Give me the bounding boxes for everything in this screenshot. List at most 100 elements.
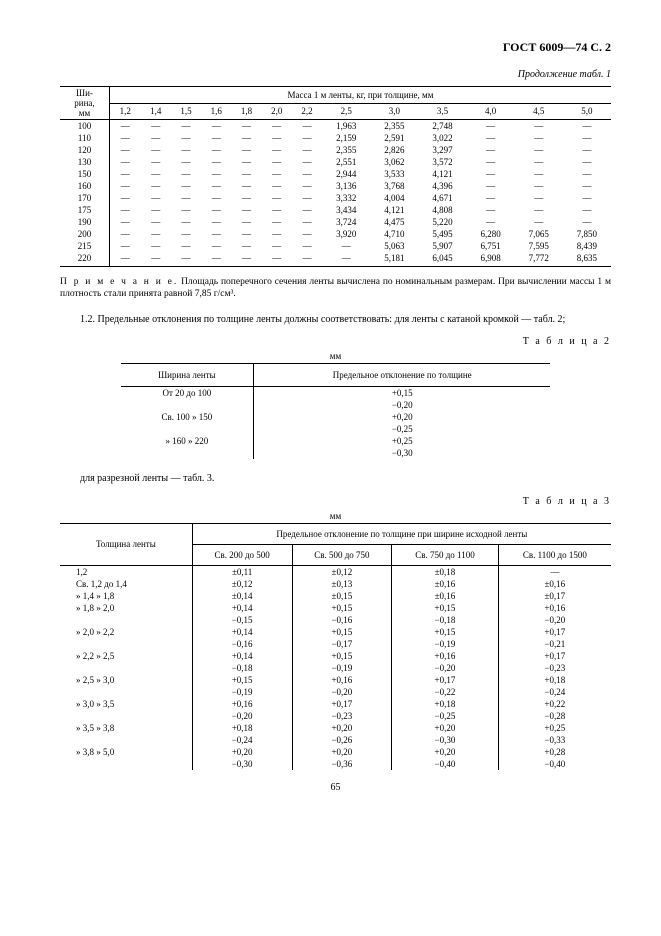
t1-cell: — (563, 156, 611, 168)
t1-cell: 3,533 (370, 168, 418, 180)
t1-cell: — (171, 132, 201, 144)
t1-thickness-header: 2,2 (292, 103, 322, 120)
t1-cell: — (467, 132, 515, 144)
t2-width-cell (121, 447, 254, 459)
t3-thickness-cell (60, 710, 192, 722)
t1-cell: 3,724 (322, 216, 370, 228)
t1-cell: — (262, 240, 292, 252)
t3-cell: −0,18 (192, 662, 292, 674)
t3-cell: +0,15 (392, 626, 498, 638)
t1-thickness-header: 1,8 (231, 103, 261, 120)
t1-cell: — (231, 132, 261, 144)
t1-cell: — (262, 120, 292, 133)
t1-thickness-header: 3,0 (370, 103, 418, 120)
t1-cell: — (109, 252, 140, 267)
t3-cell: +0,18 (498, 674, 611, 686)
t1-cell: — (171, 156, 201, 168)
t1-cell: 2,944 (322, 168, 370, 180)
t1-cell: — (231, 168, 261, 180)
t1-cell: — (201, 216, 231, 228)
t1-cell: 7,772 (515, 252, 563, 267)
t1-cell: — (515, 156, 563, 168)
t1-cell: — (292, 168, 322, 180)
t1-cell: 3,062 (370, 156, 418, 168)
t1-cell: — (109, 168, 140, 180)
t1-cell: 5,220 (418, 216, 466, 228)
t3-thickness-cell: » 1,4 » 1,8 (60, 590, 192, 602)
t1-cell: — (171, 216, 201, 228)
t1-cell: — (141, 204, 171, 216)
t1-cell: — (141, 156, 171, 168)
t1-cell: — (563, 192, 611, 204)
t3-cell: +0,17 (498, 650, 611, 662)
t1-width-cell: 215 (60, 240, 109, 252)
t1-cell: 2,591 (370, 132, 418, 144)
t3-cell: +0,15 (292, 626, 392, 638)
t3-cell: +0,22 (498, 698, 611, 710)
t1-cell: — (467, 156, 515, 168)
t1-cell: — (515, 204, 563, 216)
t1-cell: — (563, 180, 611, 192)
t1-width-cell: 170 (60, 192, 109, 204)
t1-cell: — (563, 204, 611, 216)
t1-cell: 3,022 (418, 132, 466, 144)
t1-cell: — (262, 204, 292, 216)
t1-cell: — (109, 132, 140, 144)
t1-cell: — (292, 228, 322, 240)
t1-cell: — (109, 120, 140, 133)
t3-thickness-cell: » 3,8 » 5,0 (60, 746, 192, 758)
t1-width-cell: 120 (60, 144, 109, 156)
t1-cell: — (231, 228, 261, 240)
table-2: Ширина ленты Предельное отклонение по то… (121, 363, 551, 459)
t3-cell: −0,16 (192, 638, 292, 650)
t3-cell: −0,28 (498, 710, 611, 722)
t1-cell: — (109, 144, 140, 156)
t1-cell: — (141, 240, 171, 252)
t1-cell: — (262, 192, 292, 204)
t3-sub-header: Св. 1100 до 1500 (498, 544, 611, 565)
table-1: Ши- рина, мм Масса 1 м ленты, кг, при то… (60, 86, 611, 267)
t1-cell: — (201, 120, 231, 133)
t3-cell: −0,20 (392, 662, 498, 674)
t1-cell: — (141, 132, 171, 144)
t1-cell: — (109, 240, 140, 252)
t3-h1: Толщина ленты (60, 523, 192, 565)
t3-cell: −0,20 (498, 614, 611, 626)
t3-cell: +0,16 (392, 650, 498, 662)
t1-cell: 6,751 (467, 240, 515, 252)
t1-cell: 2,355 (322, 144, 370, 156)
t1-cell: — (171, 180, 201, 192)
t1-cell: — (141, 192, 171, 204)
t1-cell: — (515, 120, 563, 133)
t3-cell: +0,14 (192, 650, 292, 662)
t2-unit: мм (60, 351, 611, 361)
t3-cell: +0,20 (392, 746, 498, 758)
t3-sub-header: Св. 750 до 1100 (392, 544, 498, 565)
t3-cell: ±0,17 (498, 590, 611, 602)
t1-cell: 4,004 (370, 192, 418, 204)
t1-cell: — (292, 216, 322, 228)
t1-cell: — (262, 228, 292, 240)
t1-cell: — (201, 240, 231, 252)
t3-thickness-cell (60, 734, 192, 746)
t2-dev-cell: +0,25 (254, 435, 551, 447)
t1-thickness-header: 4,0 (467, 103, 515, 120)
t1-cell: — (262, 252, 292, 267)
t3-cell: +0,15 (192, 674, 292, 686)
t1-cell: — (467, 144, 515, 156)
t3-cell: +0,14 (192, 602, 292, 614)
t1-cell: — (171, 192, 201, 204)
t3-cell: −0,15 (192, 614, 292, 626)
t1-cell: — (141, 228, 171, 240)
t1-cell: 3,572 (418, 156, 466, 168)
t1-cell: — (201, 168, 231, 180)
t1-cell: — (201, 252, 231, 267)
t3-thickness-cell (60, 662, 192, 674)
t1-cell: 2,551 (322, 156, 370, 168)
t3-cell: −0,19 (292, 662, 392, 674)
doc-header: ГОСТ 6009—74 С. 2 (60, 40, 611, 55)
t1-cell: — (515, 216, 563, 228)
t1-cell: — (109, 204, 140, 216)
t1-cell: — (467, 180, 515, 192)
t1-width-header: Ши- рина, мм (60, 87, 109, 120)
